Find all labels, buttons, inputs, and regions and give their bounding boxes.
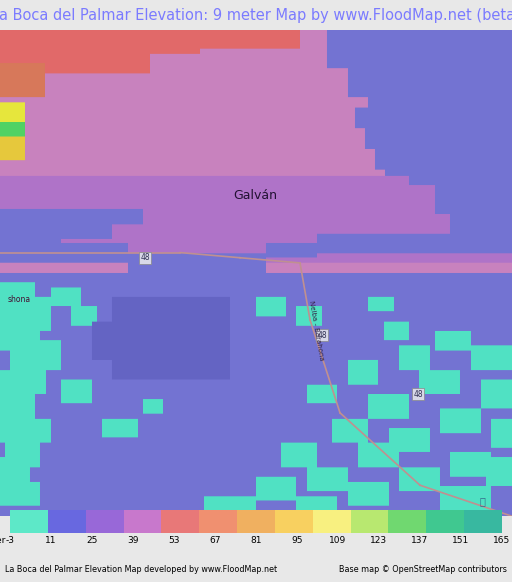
Text: 109: 109 xyxy=(329,535,347,545)
Bar xyxy=(199,510,237,533)
Text: 151: 151 xyxy=(452,535,470,545)
Text: 48: 48 xyxy=(317,331,327,340)
Bar xyxy=(237,510,275,533)
Bar xyxy=(48,510,86,533)
Bar xyxy=(464,510,502,533)
Text: 11: 11 xyxy=(46,535,57,545)
Text: shona: shona xyxy=(8,294,31,304)
Text: -3: -3 xyxy=(6,535,15,545)
Bar xyxy=(351,510,388,533)
Text: 95: 95 xyxy=(291,535,303,545)
Bar xyxy=(161,510,199,533)
Text: 25: 25 xyxy=(87,535,98,545)
Text: 39: 39 xyxy=(127,535,139,545)
Bar xyxy=(426,510,464,533)
Text: Nelba - Barahona: Nelba - Barahona xyxy=(308,300,325,361)
Text: meter: meter xyxy=(0,535,5,545)
Text: Base map © OpenStreetMap contributors: Base map © OpenStreetMap contributors xyxy=(339,565,507,574)
Text: 81: 81 xyxy=(250,535,262,545)
Text: 🔍: 🔍 xyxy=(479,496,485,506)
Bar xyxy=(388,510,426,533)
Text: 165: 165 xyxy=(493,535,510,545)
Bar xyxy=(313,510,351,533)
Text: 53: 53 xyxy=(168,535,180,545)
Text: La Boca del Palmar Elevation: 9 meter Map by www.FloodMap.net (beta): La Boca del Palmar Elevation: 9 meter Ma… xyxy=(0,8,512,23)
Text: 137: 137 xyxy=(411,535,429,545)
Bar xyxy=(86,510,124,533)
Bar xyxy=(10,510,48,533)
Text: La Boca del Palmar Elevation Map developed by www.FloodMap.net: La Boca del Palmar Elevation Map develop… xyxy=(5,565,277,574)
Bar xyxy=(275,510,313,533)
Text: 67: 67 xyxy=(209,535,221,545)
Text: 48: 48 xyxy=(140,253,150,262)
Text: 123: 123 xyxy=(370,535,388,545)
Bar xyxy=(124,510,161,533)
Text: 48: 48 xyxy=(413,390,423,399)
Text: Galván: Galván xyxy=(233,189,277,202)
